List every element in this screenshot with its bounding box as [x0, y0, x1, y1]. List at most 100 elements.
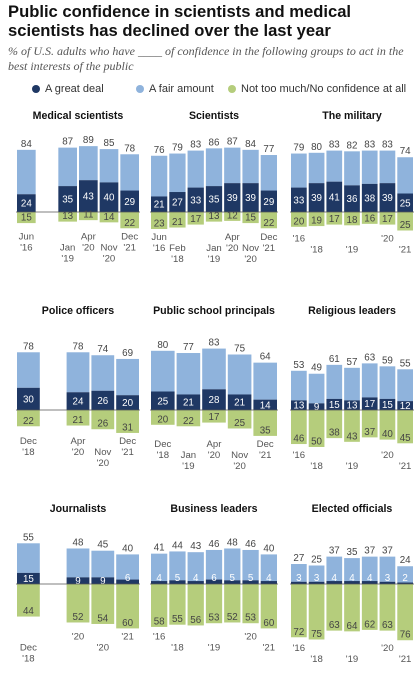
bar-fair-amount — [91, 355, 115, 391]
x-tick-label: Nov — [100, 242, 117, 253]
bar-fair-amount — [79, 146, 98, 181]
data-label-not-confident: 55 — [172, 614, 183, 625]
x-tick-label: Dec — [154, 439, 171, 450]
bar-fair-amount — [308, 373, 325, 404]
data-label-fair-total: 74 — [400, 146, 411, 157]
data-label-fair-total: 82 — [347, 140, 358, 151]
x-tick-label: '18 — [310, 461, 323, 472]
data-label-not-confident: 17 — [209, 412, 220, 423]
data-label-fair-total: 37 — [382, 546, 393, 557]
bar-fair-amount — [224, 548, 241, 581]
bar-fair-amount — [169, 551, 186, 581]
bar-not-confident — [344, 584, 360, 632]
bar-great-deal — [169, 192, 186, 212]
data-label-fair-total: 63 — [364, 352, 375, 363]
x-tick-label: '19 — [208, 642, 221, 653]
bar-not-confident — [379, 212, 396, 225]
data-label-great-deal: 12 — [400, 401, 411, 412]
bar-fair-amount — [151, 350, 175, 392]
data-label-great-deal: 24 — [73, 397, 84, 408]
bar-fair-amount — [151, 155, 168, 197]
data-label-fair-total: 83 — [209, 338, 220, 349]
data-label-not-confident: 20 — [157, 414, 168, 425]
bar-great-deal — [91, 577, 115, 584]
data-label-not-confident: 31 — [122, 422, 133, 433]
data-label-great-deal: 9 — [100, 576, 105, 587]
bar-great-deal — [224, 183, 241, 212]
data-label-not-confident: 19 — [311, 216, 322, 227]
x-tick-label: Jan — [181, 450, 196, 461]
chart-title: Scientists — [189, 110, 239, 122]
data-label-not-confident: 52 — [73, 612, 84, 623]
data-label-great-deal: 3 — [385, 573, 391, 584]
data-label-not-confident: 15 — [21, 213, 32, 224]
data-label-great-deal: 24 — [21, 199, 32, 210]
data-label-not-confident: 62 — [364, 619, 375, 630]
data-label-great-deal: 5 — [248, 573, 254, 584]
bar-not-confident — [326, 410, 343, 439]
data-label-not-confident: 22 — [124, 218, 135, 229]
chart-title: Religious leaders — [308, 305, 396, 317]
x-tick-label: '20 — [208, 450, 221, 461]
bar-great-deal — [116, 395, 139, 410]
data-label-not-confident: 13 — [62, 211, 73, 222]
bar-not-confident — [308, 410, 325, 447]
bar-great-deal — [260, 190, 277, 212]
bar-great-deal — [361, 581, 378, 584]
x-tick-label: '21 — [263, 642, 276, 653]
bar-not-confident — [379, 584, 396, 631]
x-tick-label: '21 — [399, 654, 412, 665]
x-tick-label: '21 — [399, 461, 412, 472]
bar-fair-amount — [205, 148, 223, 187]
x-tick-label: '20 — [226, 243, 239, 254]
data-label-fair-total: 74 — [97, 344, 108, 355]
data-label-fair-total: 83 — [190, 140, 201, 151]
bar-not-confident — [361, 584, 378, 630]
legend-item-not: Not too much/No confidence at all — [228, 83, 406, 95]
bar-great-deal — [91, 390, 115, 410]
data-label-fair-total: 55 — [400, 358, 411, 369]
bar-fair-amount — [361, 556, 378, 582]
data-label-fair-total: 61 — [329, 354, 340, 365]
x-tick-label: Jun — [151, 232, 166, 243]
x-tick-label: Nov — [242, 243, 259, 254]
bar-not-confident — [379, 410, 396, 440]
data-label-fair-total: 25 — [311, 555, 322, 566]
data-label-not-confident: 18 — [347, 215, 358, 226]
data-label-great-deal: 33 — [190, 195, 201, 206]
bar-fair-amount — [308, 565, 325, 582]
x-tick-label: '16 — [293, 643, 306, 654]
data-label-not-confident: 64 — [347, 621, 358, 632]
bar-fair-amount — [116, 358, 139, 396]
x-tick-label: '18 — [157, 450, 170, 461]
bar-great-deal — [58, 186, 77, 212]
bar-fair-amount — [361, 150, 378, 184]
data-label-great-deal: 25 — [157, 396, 168, 407]
data-label-fair-total: 77 — [183, 342, 194, 353]
data-label-great-deal: 6 — [211, 573, 217, 584]
bar-great-deal — [116, 579, 139, 584]
bar-not-confident — [361, 410, 378, 438]
data-label-fair-total: 78 — [73, 341, 84, 352]
data-label-not-confident: 60 — [263, 618, 274, 629]
bar-not-confident — [151, 584, 168, 627]
bar-not-confident — [242, 212, 259, 224]
bar-great-deal — [17, 387, 40, 410]
x-tick-label: '16 — [293, 234, 306, 245]
data-label-great-deal: 4 — [156, 573, 162, 584]
bar-fair-amount — [58, 147, 77, 187]
data-label-fair-total: 75 — [234, 344, 245, 355]
data-label-not-confident: 21 — [73, 415, 84, 426]
data-label-fair-total: 80 — [157, 340, 168, 351]
data-label-great-deal: 30 — [23, 394, 34, 405]
bar-great-deal — [151, 391, 175, 410]
bar-not-confident — [58, 212, 77, 222]
bar-not-confident — [17, 212, 36, 224]
data-label-fair-total: 78 — [23, 341, 34, 352]
data-label-great-deal: 4 — [367, 573, 373, 584]
data-label-great-deal: 17 — [364, 399, 375, 410]
x-tick-label: '20 — [72, 631, 85, 642]
data-label-great-deal: 5 — [230, 573, 236, 584]
x-tick-label: '20 — [72, 447, 85, 458]
data-label-fair-total: 45 — [97, 540, 108, 551]
